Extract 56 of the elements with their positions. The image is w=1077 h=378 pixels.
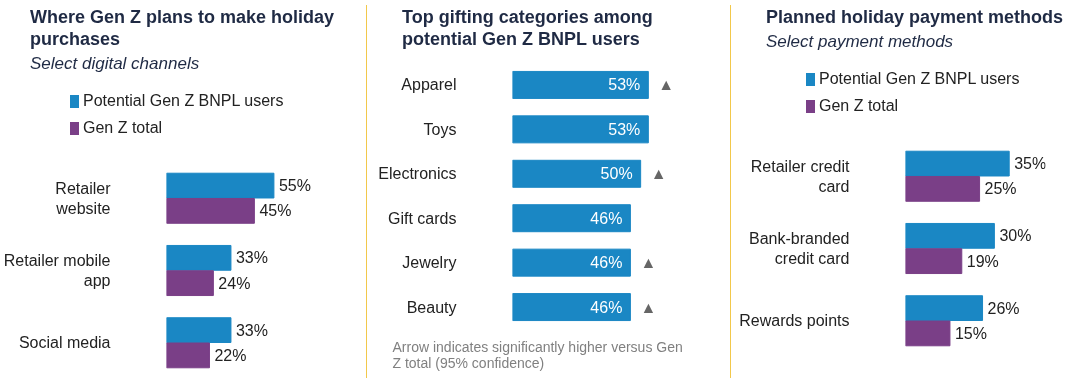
chart-title: Top gifting categories among potential Gen Z BNPL users [402, 6, 654, 50]
text: Arrow indicates significantly higher versus Gen Z total (95% confidence) [392, 338, 683, 371]
legend-label: Gen Z total [82, 118, 164, 139]
data-label: 53% [608, 121, 641, 138]
bar [166, 342, 210, 369]
y-tick-label: Beauty [406, 298, 457, 316]
data-label: 25% [984, 180, 1017, 198]
y-tick-label: Bank-branded credit card [748, 230, 850, 268]
data-label: 22% [214, 347, 247, 365]
data-label: 19% [966, 252, 999, 270]
data-label: 45% [259, 202, 292, 220]
y-tick-label: Social media [18, 334, 111, 352]
data-label: 46% [590, 254, 623, 272]
y-tick-label: Electronics [378, 165, 457, 183]
y-tick-label: Apparel [401, 76, 457, 94]
bar [166, 172, 275, 199]
data-label: 24% [218, 274, 251, 292]
chart-title: Planned holiday payment methods [766, 6, 1065, 28]
y-tick-label: Toys [423, 121, 457, 138]
data-label: 26% [987, 299, 1020, 317]
bar [166, 317, 232, 344]
data-label: 33% [235, 321, 268, 339]
bar [905, 320, 951, 347]
annotation: ▲ [640, 254, 657, 272]
data-label: 53% [608, 76, 641, 94]
legend-label: Potential Gen Z BNPL users [818, 69, 1020, 90]
data-label: 55% [278, 177, 311, 195]
data-label: 46% [590, 209, 623, 227]
chart-subtitle: Select payment methods [766, 31, 955, 53]
data-label: 15% [954, 325, 987, 343]
legend-label: Potential Gen Z BNPL users [82, 91, 284, 112]
y-tick-label: Retailer credit card [750, 157, 851, 196]
data-label: 50% [600, 165, 633, 183]
y-tick-label: Gift cards [388, 209, 457, 227]
data-label: 35% [1014, 155, 1047, 173]
data-label: 46% [590, 298, 623, 316]
annotation: ▲ [650, 165, 667, 183]
y-tick-label: Retailer website [55, 179, 112, 218]
bar [905, 150, 1010, 177]
bar [166, 198, 255, 225]
y-tick-label: Retailer mobile app [3, 252, 111, 290]
bar [166, 245, 232, 272]
bar [905, 223, 995, 250]
bar [905, 176, 981, 203]
bar [905, 295, 984, 322]
data-label: 30% [999, 227, 1032, 245]
annotation: ▲ [640, 298, 657, 316]
chart-subtitle: Select digital channels [30, 53, 201, 75]
legend-label: Gen Z total [818, 96, 900, 117]
chart-title: Where Gen Z plans to make holiday purchases [30, 6, 336, 50]
annotation: ▲ [658, 76, 675, 94]
bar [905, 248, 963, 275]
data-label: 33% [235, 249, 268, 267]
y-tick-label: Rewards points [739, 312, 850, 330]
y-tick-label: Jewelry [402, 254, 457, 272]
bar [166, 270, 214, 297]
